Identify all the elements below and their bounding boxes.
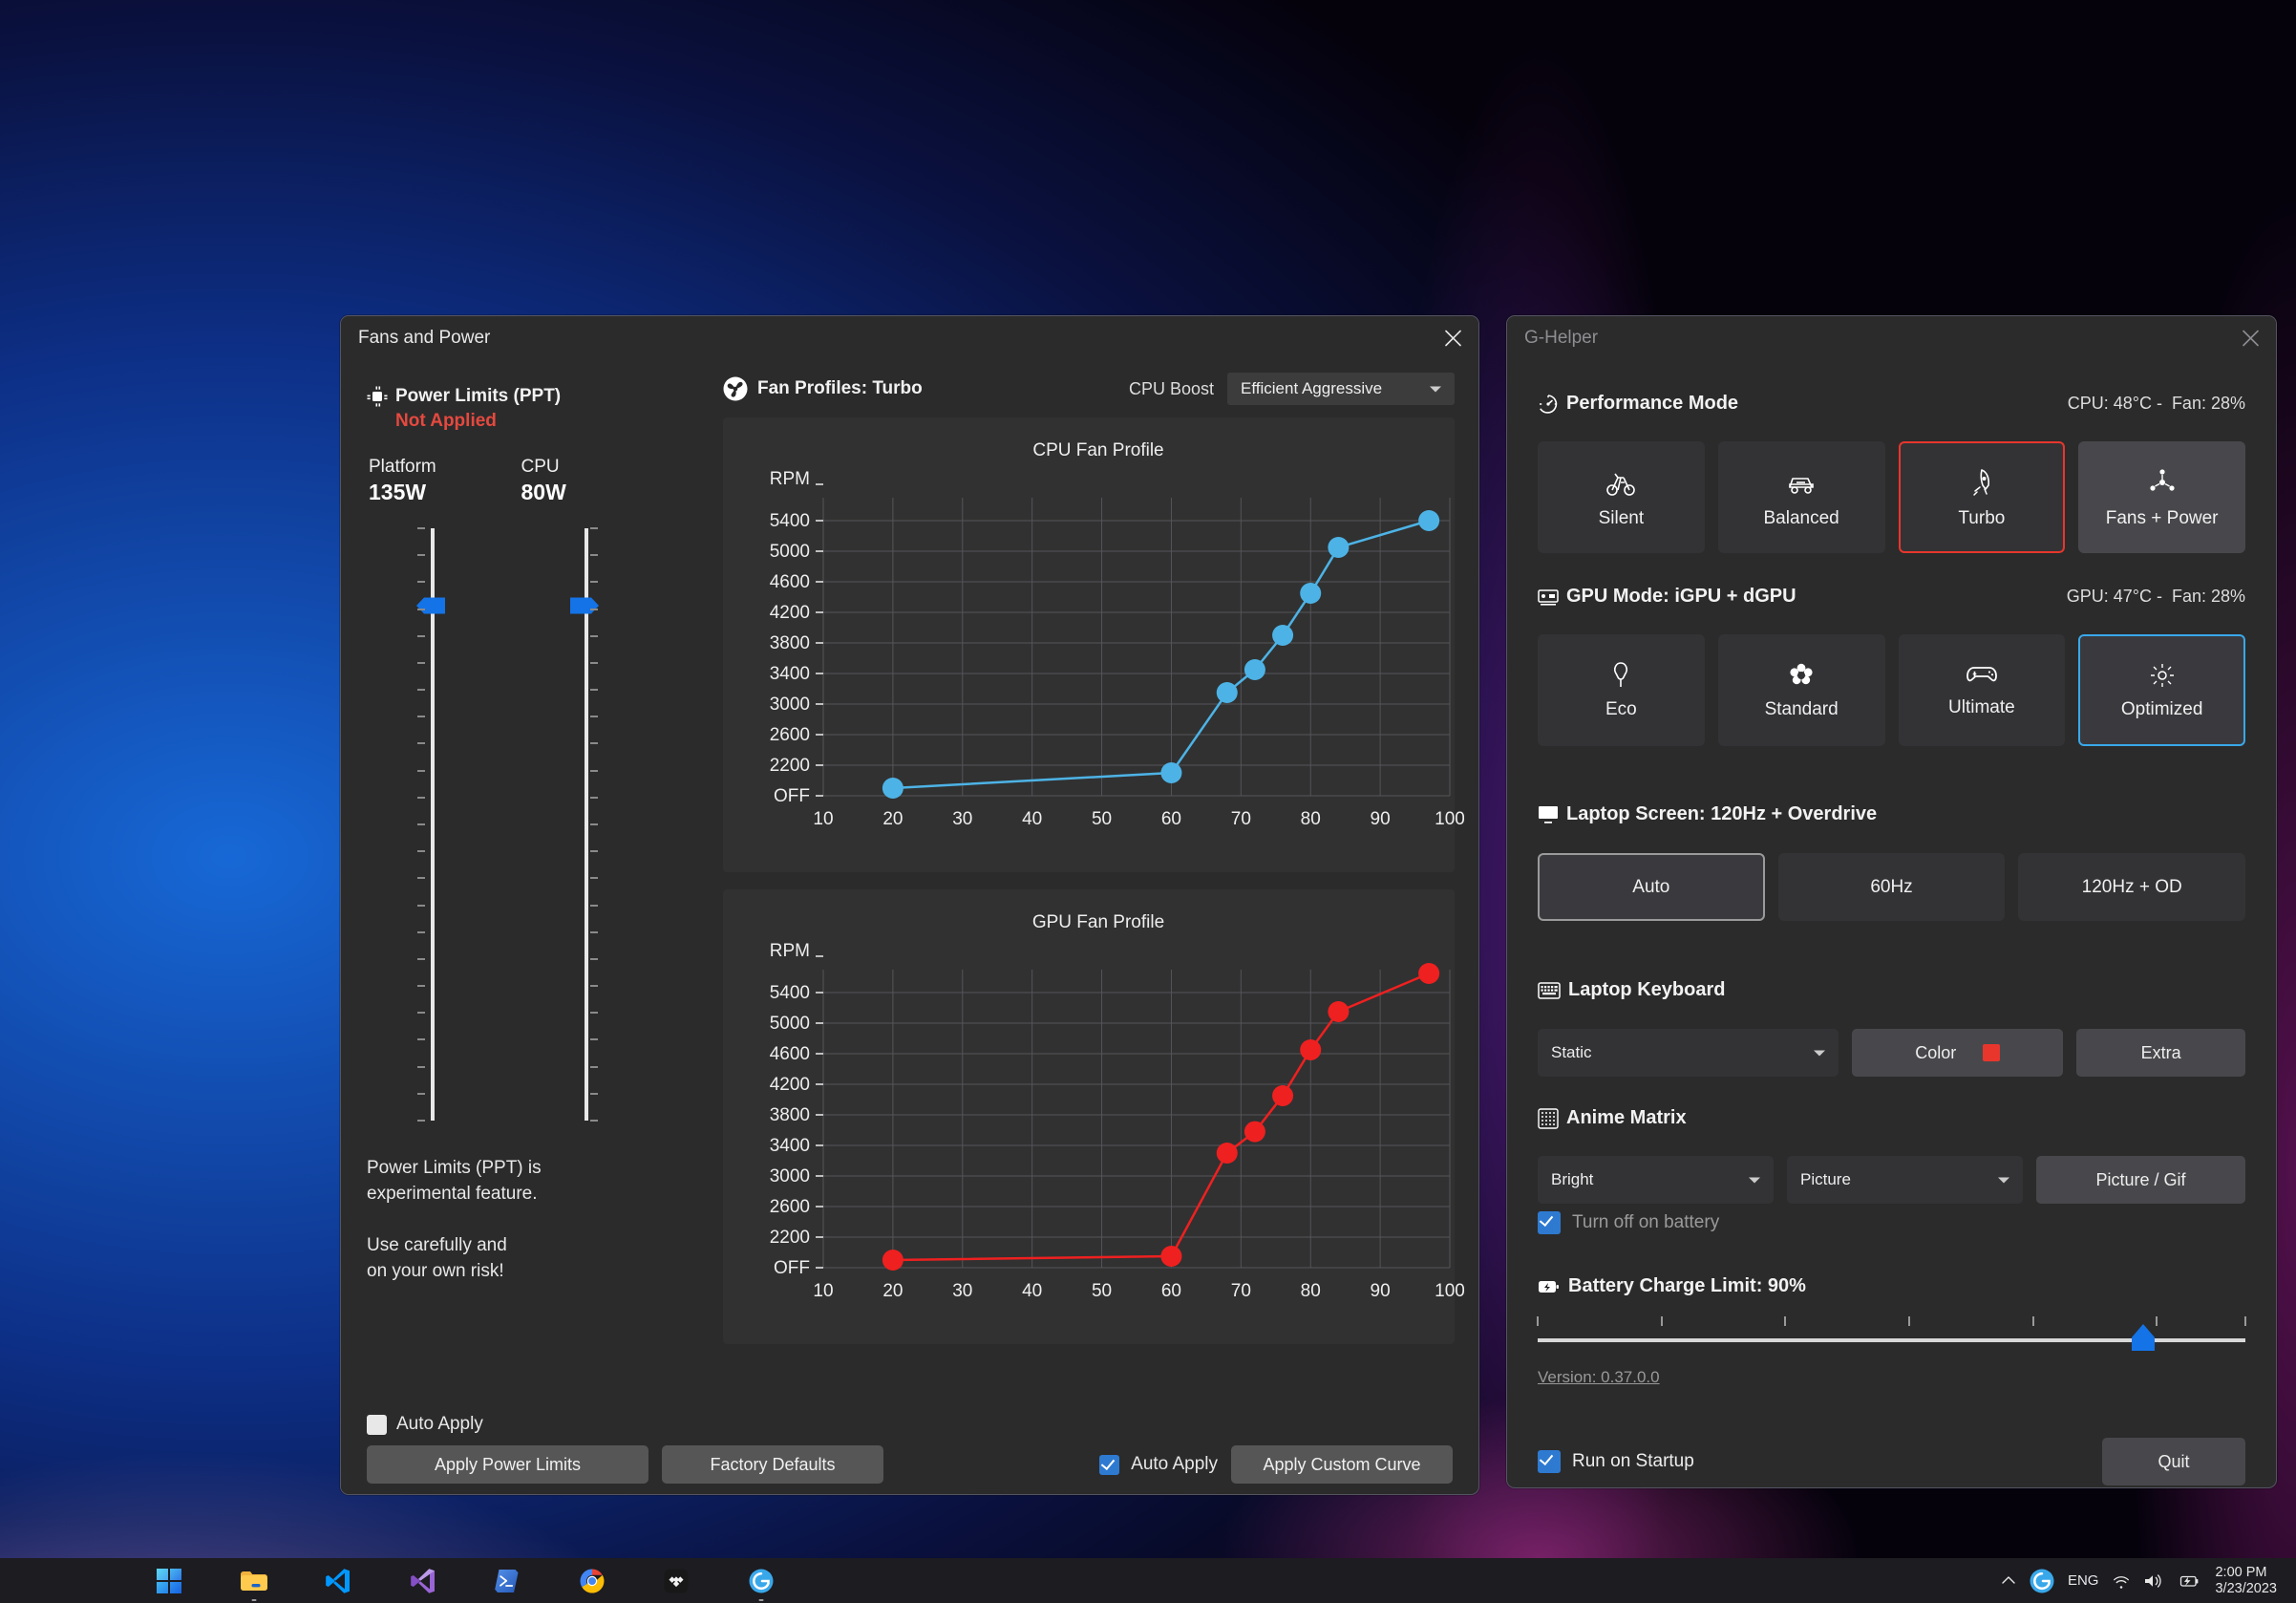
- svg-text:70: 70: [1231, 1281, 1251, 1301]
- svg-text:5400: 5400: [770, 511, 810, 531]
- svg-text:3400: 3400: [770, 664, 810, 684]
- svg-text:4600: 4600: [770, 1044, 810, 1064]
- svg-text:60: 60: [1161, 809, 1181, 829]
- svg-text:4600: 4600: [770, 572, 810, 592]
- svg-text:2200: 2200: [770, 1228, 810, 1248]
- svg-text:4200: 4200: [770, 603, 810, 623]
- svg-text:2600: 2600: [770, 1197, 810, 1217]
- svg-text:20: 20: [882, 809, 903, 829]
- svg-text:100: 100: [1435, 809, 1464, 829]
- svg-text:2200: 2200: [770, 756, 810, 776]
- svg-text:10: 10: [813, 1281, 833, 1301]
- svg-text:20: 20: [882, 1281, 903, 1301]
- svg-text:OFF: OFF: [774, 1258, 810, 1278]
- svg-text:GPU Fan Profile: GPU Fan Profile: [1032, 912, 1164, 932]
- svg-text:3000: 3000: [770, 695, 810, 715]
- svg-text:30: 30: [952, 1281, 972, 1301]
- svg-text:90: 90: [1371, 1281, 1391, 1301]
- svg-text:3800: 3800: [770, 633, 810, 653]
- svg-text:3400: 3400: [770, 1136, 810, 1156]
- svg-text:40: 40: [1022, 1281, 1042, 1301]
- svg-text:30: 30: [952, 809, 972, 829]
- svg-text:RPM: RPM: [770, 469, 810, 489]
- svg-text:50: 50: [1092, 809, 1112, 829]
- svg-text:80: 80: [1301, 809, 1321, 829]
- svg-text:CPU Fan Profile: CPU Fan Profile: [1032, 440, 1163, 460]
- svg-text:5400: 5400: [770, 983, 810, 1003]
- svg-text:5000: 5000: [770, 1014, 810, 1034]
- svg-text:80: 80: [1301, 1281, 1321, 1301]
- svg-text:5000: 5000: [770, 542, 810, 562]
- svg-text:RPM: RPM: [770, 941, 810, 961]
- svg-text:100: 100: [1435, 1281, 1464, 1301]
- svg-text:60: 60: [1161, 1281, 1181, 1301]
- svg-text:3800: 3800: [770, 1105, 810, 1125]
- svg-text:4200: 4200: [770, 1075, 810, 1095]
- svg-text:50: 50: [1092, 1281, 1112, 1301]
- svg-text:90: 90: [1371, 809, 1391, 829]
- svg-text:3000: 3000: [770, 1166, 810, 1186]
- svg-text:70: 70: [1231, 809, 1251, 829]
- svg-text:10: 10: [813, 809, 833, 829]
- svg-text:2600: 2600: [770, 725, 810, 745]
- svg-text:OFF: OFF: [774, 786, 810, 806]
- svg-text:40: 40: [1022, 809, 1042, 829]
